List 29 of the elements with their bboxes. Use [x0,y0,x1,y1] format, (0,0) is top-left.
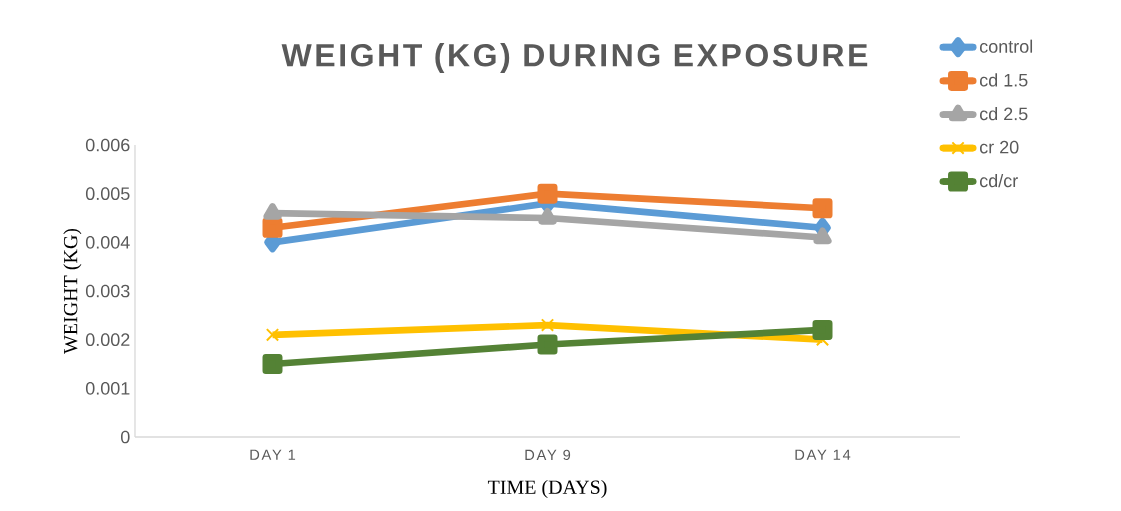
point [813,227,832,245]
y-tick-label: 0 [120,430,130,444]
point [540,318,555,332]
point [812,198,833,219]
point [265,328,280,342]
point [538,208,557,225]
y-tick-label: 0.004 [85,235,130,249]
x-tick-label: DAY 1 [250,449,296,460]
y-tick-label: 0.003 [85,284,130,298]
y-tick-label: 0.002 [85,333,130,347]
point [263,203,282,220]
point [812,319,833,340]
y-tick-label: 0.001 [85,381,130,395]
legend-label: cd 1.5 [979,73,1028,87]
legend-label: cd 2.5 [979,107,1028,121]
x-axis-title: TIME (DAYS) [487,479,607,499]
y-axis-title: WEIGHT (KG) [63,228,82,355]
point [537,334,558,355]
x-tick-label: DAY 14 [795,449,851,460]
point [262,353,283,375]
point [262,217,283,238]
point [537,183,558,204]
legend-label: cd/cr [979,174,1018,188]
chart-title: WEIGHT (KG) DURING EXPOSURE [281,43,868,73]
y-tick-label: 0.005 [85,187,130,201]
x-tick-label: DAY 9 [525,449,571,461]
legend-label: control [979,39,1033,53]
legend-label: cr 20 [979,140,1019,154]
y-tick-label: 0.006 [85,138,130,152]
